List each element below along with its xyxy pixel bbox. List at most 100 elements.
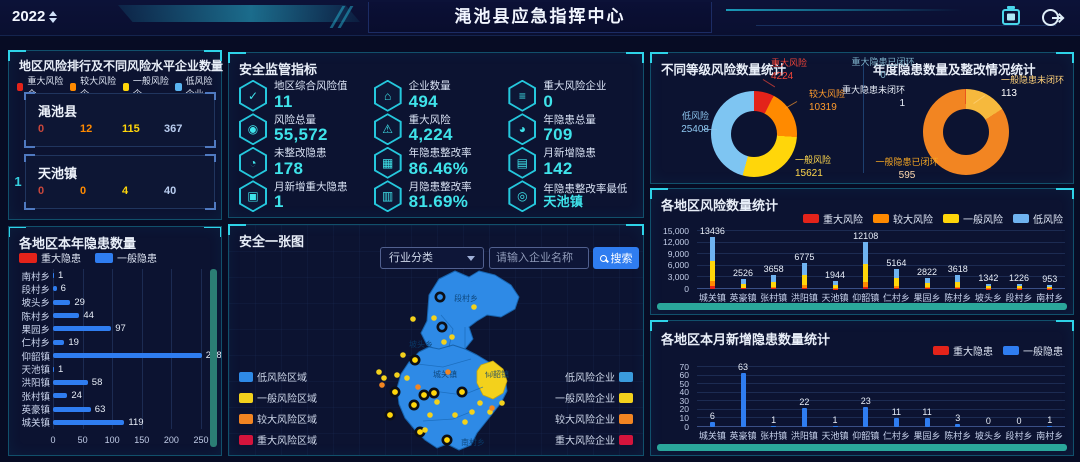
enterprise-marker-general[interactable] bbox=[462, 419, 468, 425]
legend-item[interactable]: 一般隐患 bbox=[95, 250, 157, 265]
enterprise-marker-major[interactable] bbox=[489, 405, 495, 411]
legend-item[interactable]: 一般风险区域 bbox=[239, 390, 317, 405]
legend-item[interactable]: 重大隐患 bbox=[933, 343, 993, 358]
bar bbox=[53, 379, 88, 385]
donut-label: 重大隐患已闭环 0 bbox=[851, 57, 915, 81]
legend-item[interactable]: 一般风险 bbox=[943, 211, 1003, 226]
enterprise-marker-ringed[interactable] bbox=[428, 387, 440, 399]
enterprise-marker-ringed[interactable] bbox=[409, 354, 421, 366]
enterprise-marker-general[interactable] bbox=[494, 382, 500, 388]
bar bbox=[53, 406, 91, 412]
bar bbox=[1016, 284, 1022, 289]
legend-item[interactable]: 低风险企业 bbox=[565, 369, 633, 384]
enterprise-marker-general[interactable] bbox=[381, 375, 387, 381]
vertical-scrollbar[interactable] bbox=[210, 269, 217, 447]
donut-label: 重大隐患未闭环 1 bbox=[841, 85, 905, 109]
spinner-arrows-icon[interactable] bbox=[49, 10, 58, 23]
legend-item[interactable]: 一般风险企业 bbox=[555, 390, 633, 405]
enterprise-marker-major[interactable] bbox=[379, 382, 385, 388]
enterprise-search-input[interactable] bbox=[489, 247, 589, 269]
enterprise-marker-general[interactable] bbox=[471, 304, 477, 310]
enterprise-marker-major[interactable] bbox=[445, 369, 451, 375]
legend-chip bbox=[1003, 346, 1019, 355]
enterprise-marker-ringed[interactable] bbox=[441, 434, 453, 446]
risk-level-donut bbox=[711, 91, 797, 177]
enterprise-marker-major[interactable] bbox=[415, 384, 421, 390]
enterprise-marker-ringed[interactable] bbox=[456, 386, 468, 398]
risk-count: 0 bbox=[80, 185, 87, 197]
indicator: ◎ 年隐患整改率最低 天池镇 bbox=[508, 180, 639, 214]
enterprise-marker-general[interactable] bbox=[441, 339, 447, 345]
enterprise-marker-general[interactable] bbox=[486, 367, 492, 373]
legend-chip bbox=[239, 434, 253, 445]
bar-row: 仁村乡 19 bbox=[21, 336, 79, 350]
rectification-donut bbox=[923, 89, 1009, 175]
logout-icon[interactable] bbox=[1042, 9, 1059, 26]
risk-count: 0 bbox=[38, 123, 45, 135]
bar bbox=[955, 275, 961, 289]
rank-number: 1 bbox=[14, 174, 22, 189]
legend-item[interactable]: 重大隐患 bbox=[19, 250, 81, 265]
panel-annual-hazards: 各地区本年隐患数量 重大隐患 一般隐患 南村乡 1 段村乡 6 坡头乡 29 陈村乡 44 果园乡… bbox=[8, 226, 222, 456]
legend-item[interactable]: 一般隐患 bbox=[1003, 343, 1063, 358]
panel-title: 各地区本月新增隐患数量统计 bbox=[661, 332, 831, 347]
legend-item[interactable]: 较大风险企业 bbox=[555, 411, 633, 426]
legend-item[interactable]: 较大风险 bbox=[873, 211, 933, 226]
bar-row: 洪阳镇 58 bbox=[21, 376, 103, 390]
layers-icon: ≡ bbox=[508, 79, 537, 112]
horizontal-scrollbar[interactable] bbox=[657, 444, 1067, 451]
legend-item[interactable]: 重大风险区域 bbox=[239, 432, 317, 447]
enterprise-marker-general[interactable] bbox=[469, 409, 475, 415]
search-button[interactable]: 搜索 bbox=[593, 247, 639, 269]
enterprise-marker-ringed[interactable] bbox=[418, 389, 430, 401]
enterprise-marker-ringed[interactable] bbox=[436, 321, 448, 333]
legend-label: 重大隐患 bbox=[41, 254, 81, 265]
region-rank-row[interactable]: 1 天池镇 0 0 4 40 bbox=[14, 154, 216, 210]
enterprise-marker-general[interactable] bbox=[427, 412, 433, 418]
y-axis: 0 3,000 6,000 9,000 12,000 15,000 bbox=[663, 225, 689, 294]
bar-group: 1226 bbox=[1004, 274, 1035, 289]
enterprise-marker-ringed[interactable] bbox=[389, 386, 401, 398]
legend-item[interactable]: 较大风险区域 bbox=[239, 411, 317, 426]
enterprise-marker-general[interactable] bbox=[434, 399, 440, 405]
enterprise-marker-general[interactable] bbox=[484, 389, 490, 395]
panel-monthly-new-chart: 各地区本月新增隐患数量统计 重大隐患 一般隐患 0 10 20 30 40 50 60 70 6… bbox=[650, 320, 1074, 456]
bar-group: 22 bbox=[789, 398, 820, 427]
legend-chip bbox=[239, 413, 253, 424]
region-rank-row[interactable]: 渑池县 0 12 115 367 bbox=[24, 92, 216, 148]
legend-item[interactable]: 低风险 bbox=[1013, 211, 1063, 226]
enterprise-marker-general[interactable] bbox=[477, 400, 483, 406]
bar bbox=[924, 417, 930, 427]
legend-item[interactable]: 重大风险企业 bbox=[555, 432, 633, 447]
legend-item[interactable]: 重大风险 bbox=[803, 211, 863, 226]
enterprise-marker-general[interactable] bbox=[499, 400, 505, 406]
enterprise-marker-general[interactable] bbox=[404, 375, 410, 381]
horizontal-scrollbar[interactable] bbox=[657, 303, 1067, 310]
enterprise-marker-general[interactable] bbox=[431, 315, 437, 321]
year-spinner[interactable]: 2022 bbox=[12, 8, 58, 25]
indicator-label: 地区综合风险值 bbox=[274, 80, 348, 93]
enterprise-marker-general[interactable] bbox=[400, 352, 406, 358]
enterprise-marker-general[interactable] bbox=[394, 372, 400, 378]
enterprise-marker-general[interactable] bbox=[376, 369, 382, 375]
industry-filter-select[interactable]: 行业分类 bbox=[380, 247, 484, 269]
legend-label: 较大风险企业 bbox=[555, 415, 615, 426]
bar-row: 段村乡 6 bbox=[21, 283, 66, 296]
chart-rate-icon: ▥ bbox=[373, 180, 402, 213]
enterprise-marker-general[interactable] bbox=[422, 427, 428, 433]
bar-group: 0 bbox=[1016, 416, 1022, 426]
enterprise-marker-ringed[interactable] bbox=[384, 409, 396, 421]
enterprise-marker-ringed[interactable] bbox=[434, 291, 446, 303]
enterprise-marker-general[interactable] bbox=[477, 379, 483, 385]
enterprise-marker-general[interactable] bbox=[452, 412, 458, 418]
indicator-value: 178 bbox=[274, 158, 304, 178]
enterprise-marker-general[interactable] bbox=[449, 334, 455, 340]
legend-item[interactable]: 低风险区域 bbox=[239, 369, 317, 384]
legend-label: 较大风险 bbox=[893, 215, 933, 226]
snapshot-icon[interactable] bbox=[1002, 9, 1020, 25]
panel-title: 各地区本年隐患数量 bbox=[19, 236, 137, 251]
enterprise-marker-general[interactable] bbox=[410, 316, 416, 322]
enterprise-marker-ringed[interactable] bbox=[408, 399, 420, 411]
rank-rows: 渑池县 0 12 115 367 1 天池镇 0 0 4 40 bbox=[9, 87, 221, 219]
